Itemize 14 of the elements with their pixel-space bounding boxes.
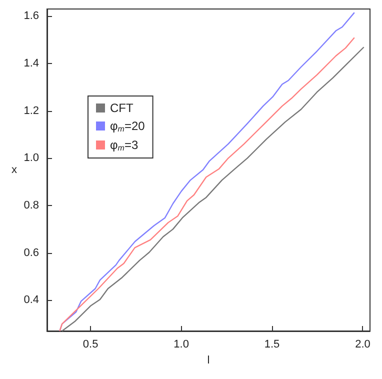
y-tick-label: 1.0 [24, 152, 39, 164]
legend-label: CFT [110, 101, 134, 115]
x-tick-label: 2.0 [355, 338, 370, 350]
y-tick-label: 1.4 [24, 57, 39, 70]
y-tick-label: 0.8 [24, 200, 39, 212]
y-tick-label: 0.6 [24, 246, 39, 259]
y-axis-title: x [12, 164, 18, 176]
y-tick-label: 1.2 [24, 104, 39, 117]
x-tick-label: 1.5 [264, 338, 280, 350]
x-axis-title: l [207, 354, 210, 366]
x-tick-label: 1.0 [174, 338, 189, 350]
x-tick-label: 0.5 [82, 338, 98, 350]
y-tick-label: 0.4 [24, 294, 39, 306]
y-tick-label: 1.6 [24, 10, 39, 22]
